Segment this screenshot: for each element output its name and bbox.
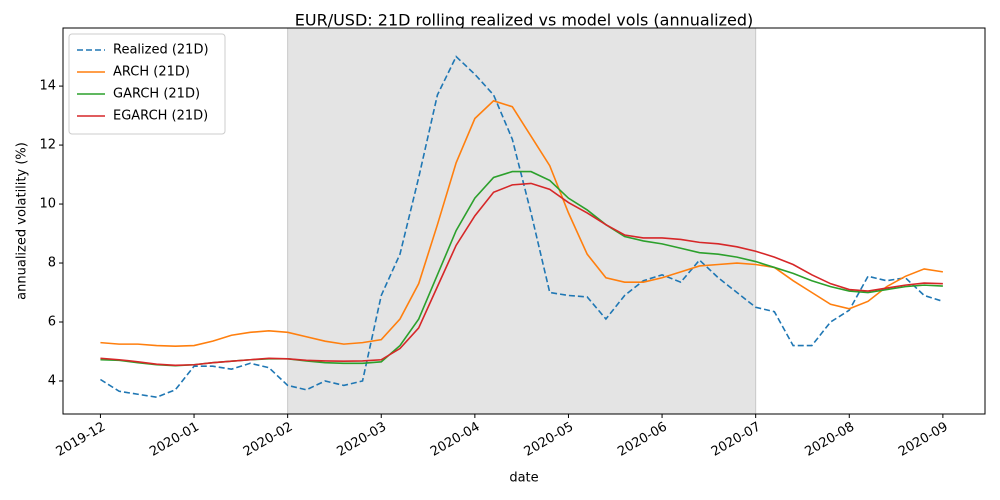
x-tick-label: 2020-02 bbox=[241, 420, 296, 460]
series-line bbox=[100, 182, 943, 367]
legend-label: ARCH (21D) bbox=[113, 65, 190, 80]
y-tick-label: 12 bbox=[39, 138, 56, 153]
x-axis-label: date bbox=[509, 471, 538, 486]
y-tick-label: 10 bbox=[39, 197, 56, 212]
legend-label: EGARCH (21D) bbox=[113, 109, 208, 124]
y-tick-label: 14 bbox=[39, 79, 56, 94]
x-tick-label: 2020-09 bbox=[896, 420, 951, 460]
plot-frame bbox=[62, 27, 986, 415]
y-axis-label: annualized volatility (%) bbox=[15, 142, 30, 300]
legend-box bbox=[68, 33, 226, 135]
y-tick-label: 6 bbox=[48, 314, 56, 329]
y-tick-label: 8 bbox=[48, 256, 56, 271]
x-tick-label: 2020-03 bbox=[334, 420, 389, 460]
series-line bbox=[100, 99, 944, 347]
legend-label: Realized (21D) bbox=[113, 43, 209, 58]
chart-title: EUR/USD: 21D rolling realized vs model v… bbox=[295, 11, 753, 30]
x-tick-label: 2019-12 bbox=[54, 420, 109, 460]
x-tick-label: 2020-06 bbox=[615, 420, 670, 460]
legend-label: GARCH (21D) bbox=[113, 87, 200, 102]
highlight-span bbox=[287, 27, 757, 415]
x-tick-label: 2020-08 bbox=[802, 420, 857, 460]
x-tick-label: 2020-07 bbox=[709, 420, 764, 460]
series-line bbox=[100, 55, 944, 399]
x-tick-label: 2020-01 bbox=[147, 420, 202, 460]
x-tick-label: 2020-04 bbox=[428, 420, 483, 460]
y-tick-label: 4 bbox=[48, 373, 56, 388]
legend: Realized (21D) ARCH (21D) GARCH (21D) EGARC… bbox=[68, 33, 226, 135]
x-tick-label: 2020-05 bbox=[522, 420, 577, 460]
